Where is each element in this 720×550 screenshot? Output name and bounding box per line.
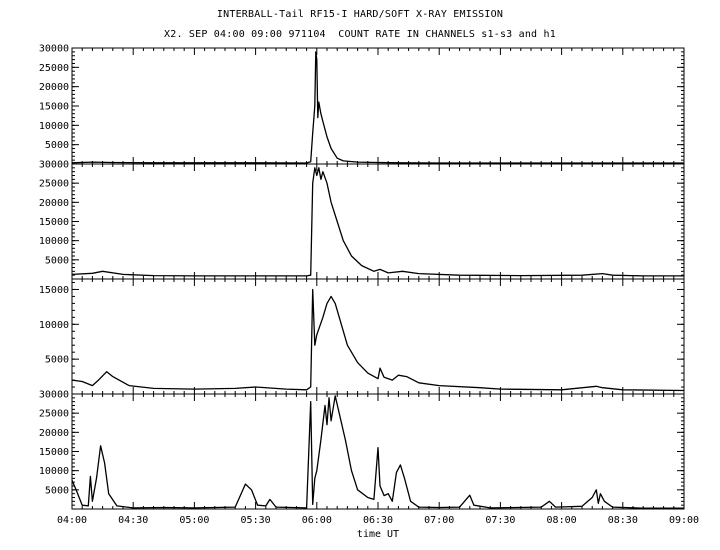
x-tick-label: 06:30 bbox=[363, 515, 393, 526]
panel-2-frame bbox=[71, 163, 685, 280]
y-tick-label: 5000 bbox=[45, 255, 69, 266]
x-tick-label: 04:30 bbox=[118, 515, 148, 526]
x-axis-label: time UT bbox=[357, 529, 399, 540]
y-tick-label: 5000 bbox=[45, 355, 69, 366]
series-line-panel-3 bbox=[71, 288, 685, 392]
x-tick-label: 06:00 bbox=[302, 515, 332, 526]
y-tick-label: 30000 bbox=[39, 390, 69, 401]
y-tick-label: 10000 bbox=[39, 466, 69, 477]
x-tick-label: 05:00 bbox=[179, 515, 209, 526]
series-line-panel-2 bbox=[71, 167, 684, 277]
x-tick-label: 08:30 bbox=[608, 515, 638, 526]
x-tick-label: 09:00 bbox=[669, 515, 699, 526]
x-tick-label: 07:30 bbox=[485, 515, 515, 526]
y-tick-label: 10000 bbox=[39, 320, 69, 331]
y-tick-label: 20000 bbox=[39, 428, 69, 439]
y-tick-label: 20000 bbox=[39, 198, 69, 209]
chart-subtitle: X2. SEP 04:00 09:00 971104 COUNT RATE IN… bbox=[164, 29, 556, 40]
y-tick-label: 30000 bbox=[39, 160, 69, 171]
y-tick-label: 5000 bbox=[45, 140, 69, 151]
y-tick-label: 15000 bbox=[39, 102, 69, 113]
y-tick-label: 10000 bbox=[39, 236, 69, 247]
y-tick-label: 10000 bbox=[39, 121, 69, 132]
series-line-panel-1 bbox=[71, 51, 684, 164]
x-tick-label: 08:00 bbox=[547, 515, 577, 526]
y-tick-label: 30000 bbox=[39, 44, 69, 55]
y-tick-label: 25000 bbox=[39, 179, 69, 190]
y-tick-label: 25000 bbox=[39, 409, 69, 420]
x-tick-label: 05:30 bbox=[241, 515, 271, 526]
panel-1-frame bbox=[71, 47, 685, 165]
y-tick-label: 20000 bbox=[39, 82, 69, 93]
x-tick-label: 04:00 bbox=[57, 515, 87, 526]
series-line-panel-4 bbox=[71, 395, 684, 509]
y-tick-label: 15000 bbox=[39, 285, 69, 296]
y-tick-label: 15000 bbox=[39, 217, 69, 228]
y-tick-label: 15000 bbox=[39, 447, 69, 458]
y-tick-label: 5000 bbox=[45, 485, 69, 496]
x-tick-label: 07:00 bbox=[424, 515, 454, 526]
chart-title: INTERBALL-Tail RF15-I HARD/SOFT X-RAY EM… bbox=[216, 9, 504, 20]
y-tick-label: 25000 bbox=[39, 63, 69, 74]
